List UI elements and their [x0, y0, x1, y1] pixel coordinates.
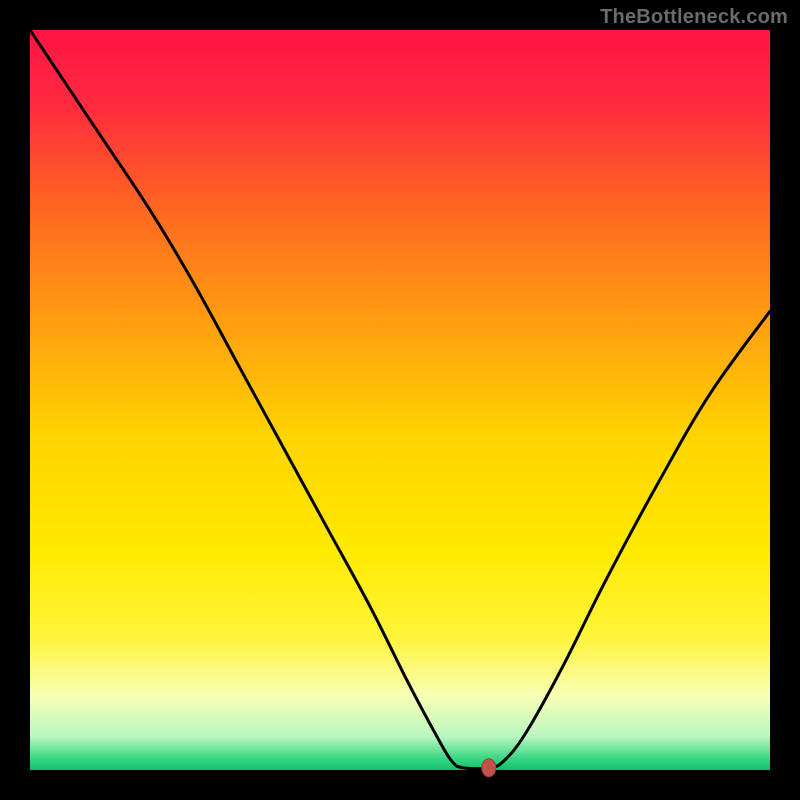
- chart-container: TheBottleneck.com: [0, 0, 800, 800]
- bottleneck-curve-chart: [0, 0, 800, 800]
- plot-background: [30, 30, 770, 770]
- optimal-point-marker: [482, 759, 496, 777]
